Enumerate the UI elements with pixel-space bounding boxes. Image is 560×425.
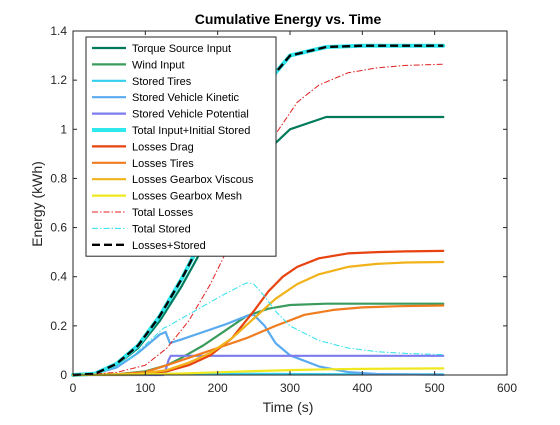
x-tick-label: 600 xyxy=(497,381,517,395)
legend-label: Stored Tires xyxy=(132,76,192,88)
x-tick-label: 500 xyxy=(425,381,445,395)
chart-title: Cumulative Energy vs. Time xyxy=(195,11,382,27)
y-tick-label: 0.2 xyxy=(50,319,67,333)
x-axis-label: Time (s) xyxy=(263,399,314,415)
y-tick-label: 0.8 xyxy=(50,171,67,185)
series-line xyxy=(71,367,445,377)
legend-label: Losses Gearbox Mesh xyxy=(132,191,242,203)
legend-label: Losses Gearbox Viscous xyxy=(132,174,254,186)
y-tick-label: 1.4 xyxy=(50,24,67,38)
y-tick-label: 0 xyxy=(60,368,67,382)
legend-label: Wind Input xyxy=(132,59,185,71)
series-line xyxy=(72,282,444,376)
x-tick-label: 400 xyxy=(352,381,372,395)
y-tick-label: 0.4 xyxy=(50,270,67,284)
x-tick-label: 0 xyxy=(70,381,77,395)
y-tick-label: 1 xyxy=(60,122,67,136)
legend-label: Torque Source Input xyxy=(132,43,231,55)
series-line xyxy=(71,313,445,377)
legend-label: Losses Drag xyxy=(132,141,194,153)
series-line xyxy=(71,260,445,377)
y-axis-label: Energy (kWh) xyxy=(29,161,45,247)
x-tick-label: 300 xyxy=(280,381,300,395)
legend-label: Losses Tires xyxy=(132,158,194,170)
series-line xyxy=(72,44,444,377)
y-tick-label: 1.2 xyxy=(50,73,67,87)
legend-label: Total Losses xyxy=(132,207,194,219)
legend: Torque Source Input Wind Input Stored Tire… xyxy=(85,36,277,257)
legend-label: Stored Vehicle Kinetic xyxy=(132,92,240,104)
legend-label: Losses+Stored xyxy=(132,240,206,252)
x-tick-label: 100 xyxy=(135,381,155,395)
legend-label: Stored Vehicle Potential xyxy=(132,109,249,121)
x-tick-label: 200 xyxy=(208,381,228,395)
legend-label: Total Stored xyxy=(132,223,191,235)
y-tick-label: 0.6 xyxy=(50,221,67,235)
legend-label: Total Input+Initial Stored xyxy=(132,125,250,137)
axis-ticks: 0 100 200 300 400 500 600 0 0.2 0.4 0.6 0.8 1 1.2 1.4 xyxy=(50,24,517,395)
series-line xyxy=(71,249,445,377)
